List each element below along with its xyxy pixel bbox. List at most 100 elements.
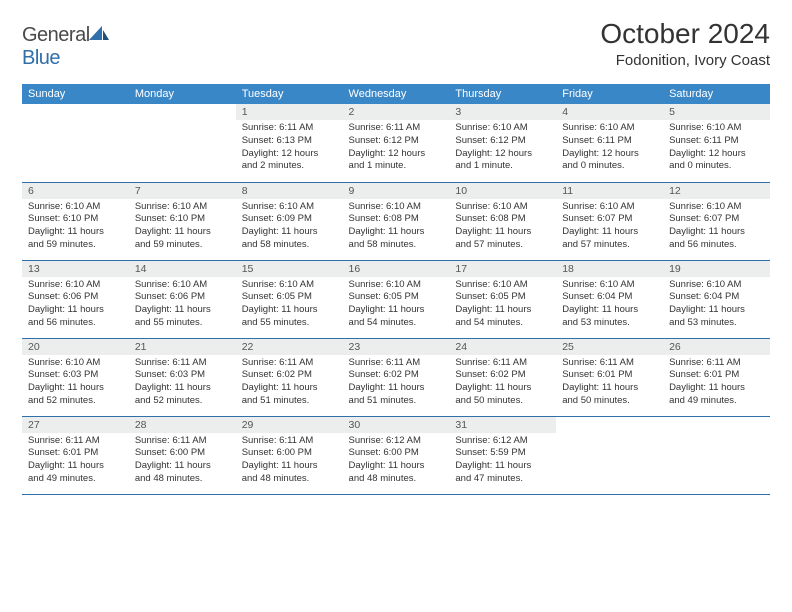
- daylight-text-2: and 53 minutes.: [669, 317, 737, 328]
- sunset-text: Sunset: 6:05 PM: [455, 291, 525, 302]
- sunrise-text: Sunrise: 6:10 AM: [242, 201, 314, 212]
- sunset-text: Sunset: 6:10 PM: [135, 213, 205, 224]
- day-body: Sunrise: 6:11 AMSunset: 6:02 PMDaylight:…: [236, 355, 343, 410]
- sunset-text: Sunset: 6:01 PM: [669, 369, 739, 380]
- calendar-cell: 14Sunrise: 6:10 AMSunset: 6:06 PMDayligh…: [129, 260, 236, 338]
- sunset-text: Sunset: 6:06 PM: [28, 291, 98, 302]
- day-number: 20: [22, 339, 129, 355]
- sunrise-text: Sunrise: 6:10 AM: [669, 122, 741, 133]
- daylight-text-1: Daylight: 11 hours: [669, 226, 745, 237]
- day-number: 31: [449, 417, 556, 433]
- calendar-cell: 11Sunrise: 6:10 AMSunset: 6:07 PMDayligh…: [556, 182, 663, 260]
- daylight-text-2: and 55 minutes.: [242, 317, 310, 328]
- daylight-text-1: Daylight: 11 hours: [135, 382, 211, 393]
- sunrise-text: Sunrise: 6:11 AM: [28, 435, 100, 446]
- daylight-text-2: and 49 minutes.: [28, 473, 96, 484]
- sunset-text: Sunset: 6:01 PM: [28, 447, 98, 458]
- calendar-cell: 13 Sunrise: 6:10 AMSunset: 6:06 PM Dayligh…: [22, 260, 129, 338]
- day-body: Sunrise: 6:10 AMSunset: 6:09 PM Daylight:…: [236, 199, 343, 254]
- sunset-text: Sunset: 6:09 PM: [242, 213, 312, 224]
- day-number: 11: [556, 183, 663, 199]
- calendar-cell: 23Sunrise: 6:11 AMSunset: 6:02 PMDayligh…: [343, 338, 450, 416]
- sunrise-text: Sunrise: 6:10 AM: [28, 279, 100, 290]
- daylight-text-1: Daylight: 11 hours: [455, 226, 531, 237]
- day-number: 17: [449, 261, 556, 277]
- sunset-text: Sunset: 6:00 PM: [135, 447, 205, 458]
- sunset-text: Sunset: 6:11 PM: [562, 135, 632, 146]
- sunrise-text: Sunrise: 6:10 AM: [455, 122, 527, 133]
- sunset-text: Sunset: 6:03 PM: [28, 369, 98, 380]
- calendar-cell: 25Sunrise: 6:11 AMSunset: 6:01 PMDayligh…: [556, 338, 663, 416]
- day-body: Sunrise: 6:11 AMSunset: 6:01 PM Daylight:…: [22, 433, 129, 488]
- sunset-text: Sunset: 6:12 PM: [349, 135, 419, 146]
- calendar-cell: [663, 416, 770, 494]
- day-number: 14: [129, 261, 236, 277]
- daylight-text-1: Daylight: 11 hours: [562, 304, 638, 315]
- sunrise-text: Sunrise: 6:10 AM: [28, 201, 100, 212]
- sunset-text: Sunset: 6:00 PM: [349, 447, 419, 458]
- sunset-text: Sunset: 6:07 PM: [669, 213, 739, 224]
- day-body: Sunrise: 6:10 AMSunset: 6:04 PMDaylight:…: [556, 277, 663, 332]
- sunrise-text: Sunrise: 6:11 AM: [242, 435, 314, 446]
- daylight-text-1: Daylight: 11 hours: [28, 304, 104, 315]
- day-body: Sunrise: 6:10 AMSunset: 6:07 PM Daylight:…: [663, 199, 770, 254]
- daylight-text-2: and 54 minutes.: [455, 317, 523, 328]
- sunset-text: Sunset: 6:12 PM: [455, 135, 525, 146]
- sunrise-text: Sunrise: 6:10 AM: [242, 279, 314, 290]
- sunset-text: Sunset: 6:02 PM: [455, 369, 525, 380]
- day-body: Sunrise: 6:10 AMSunset: 6:10 PMDaylight:…: [129, 199, 236, 254]
- calendar-cell: 9Sunrise: 6:10 AMSunset: 6:08 PMDaylight…: [343, 182, 450, 260]
- daylight-text-1: Daylight: 11 hours: [349, 304, 425, 315]
- calendar-cell: 8 Sunrise: 6:10 AMSunset: 6:09 PM Daylight…: [236, 182, 343, 260]
- header: General Blue October 2024 Fodonition, Iv…: [22, 18, 770, 70]
- day-number: 28: [129, 417, 236, 433]
- sunrise-text: Sunrise: 6:10 AM: [28, 357, 100, 368]
- calendar-cell: 26Sunrise: 6:11 AMSunset: 6:01 PMDayligh…: [663, 338, 770, 416]
- calendar-week-row: 13Sunrise: 6:10 AMSunset: 6:06 PMDayligh…: [22, 260, 770, 338]
- brand-blue: Blue: [22, 47, 60, 69]
- daylight-text-2: and 50 minutes.: [562, 395, 630, 406]
- daylight-text-1: Daylight: 11 hours: [242, 460, 318, 471]
- calendar-cell: 24Sunrise: 6:11 AMSunset: 6:02 PMDayligh…: [449, 338, 556, 416]
- sunrise-text: Sunrise: 6:10 AM: [349, 279, 421, 290]
- day-number: 25: [556, 339, 663, 355]
- calendar-cell: 2Sunrise: 6:11 AMSunset: 6:12 PMDaylight…: [343, 104, 450, 182]
- day-number: 13: [22, 261, 129, 277]
- day-body: Sunrise: 6:10 AMSunset: 6:08 PMDaylight:…: [343, 199, 450, 254]
- calendar-cell: 16Sunrise: 6:10 AMSunset: 6:05 PMDayligh…: [343, 260, 450, 338]
- daylight-text-1: Daylight: 11 hours: [28, 226, 104, 237]
- sunset-text: Sunset: 6:03 PM: [135, 369, 205, 380]
- sunrise-text: Sunrise: 6:10 AM: [669, 201, 741, 212]
- day-body: Sunrise: 6:10 AMSunset: 6:11 PMDaylight:…: [663, 120, 770, 175]
- sunrise-text: Sunrise: 6:12 AM: [455, 435, 527, 446]
- weekday-header: Monday: [129, 84, 236, 104]
- day-body: Sunrise: 6:10 AMSunset: 6:08 PMDaylight:…: [449, 199, 556, 254]
- daylight-text-1: Daylight: 11 hours: [242, 226, 318, 237]
- day-number: 30: [343, 417, 450, 433]
- sunrise-text: Sunrise: 6:10 AM: [562, 122, 634, 133]
- day-body: Sunrise: 6:10 AMSunset: 6:07 PMDaylight:…: [556, 199, 663, 254]
- day-body: Sunrise: 6:11 AMSunset: 6:13 PMDaylight:…: [236, 120, 343, 175]
- day-number: 23: [343, 339, 450, 355]
- daylight-text-1: Daylight: 12 hours: [349, 148, 426, 159]
- sunrise-text: Sunrise: 6:11 AM: [135, 435, 207, 446]
- daylight-text-1: Daylight: 11 hours: [28, 460, 104, 471]
- daylight-text-2: and 55 minutes.: [135, 317, 203, 328]
- daylight-text-1: Daylight: 12 hours: [562, 148, 639, 159]
- daylight-text-1: Daylight: 11 hours: [455, 382, 531, 393]
- sunrise-text: Sunrise: 6:10 AM: [349, 201, 421, 212]
- day-body: Sunrise: 6:12 AMSunset: 6:00 PMDaylight:…: [343, 433, 450, 488]
- sunrise-text: Sunrise: 6:12 AM: [349, 435, 421, 446]
- day-body: Sunrise: 6:11 AMSunset: 6:00 PMDaylight:…: [129, 433, 236, 488]
- brand-logo: General Blue: [22, 18, 110, 70]
- daylight-text-2: and 57 minutes.: [562, 239, 630, 250]
- calendar-cell: 30Sunrise: 6:12 AMSunset: 6:00 PMDayligh…: [343, 416, 450, 494]
- daylight-text-2: and 48 minutes.: [242, 473, 310, 484]
- sunset-text: Sunset: 6:13 PM: [242, 135, 312, 146]
- daylight-text-2: and 57 minutes.: [455, 239, 523, 250]
- day-body: Sunrise: 6:10 AMSunset: 6:06 PMDaylight:…: [129, 277, 236, 332]
- day-body: Sunrise: 6:10 AM Sunset: 6:11 PM Daylight:…: [556, 120, 663, 175]
- daylight-text-1: Daylight: 11 hours: [135, 226, 211, 237]
- day-number: 15: [236, 261, 343, 277]
- day-number: 8: [236, 183, 343, 199]
